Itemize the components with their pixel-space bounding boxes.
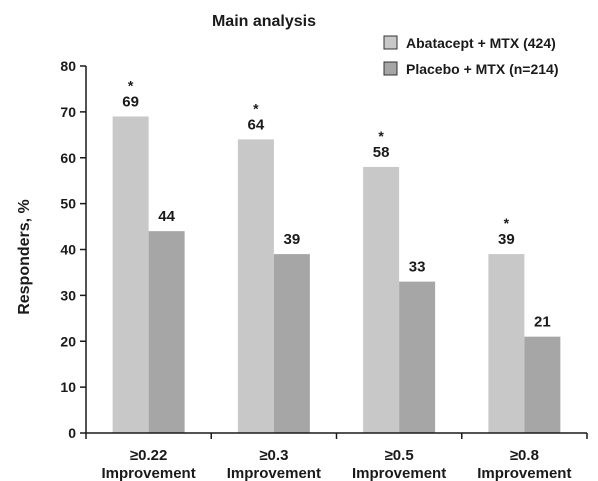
bar-placebo [399,281,436,433]
significance-marker: * [378,128,384,144]
legend-swatch [383,35,398,50]
bar-abatacept [363,166,400,434]
x-category-label-line: Improvement [102,465,196,481]
bar-value-label: 64 [248,116,265,133]
y-axis-label: Responders, % [16,199,33,315]
x-category-label: ≥0.3 Improvement [227,447,321,481]
x-category-label-line: Improvement [227,465,321,481]
x-category-label: ≥0.8 Improvement [477,447,571,481]
bar-abatacept [488,254,525,433]
bar-group: 58* 33 [363,128,436,434]
bar-abatacept [112,116,149,434]
x-category-label-line: Improvement [352,465,446,481]
y-tick-label: 30 [60,287,76,303]
legend: Abatacept + MTX (424) Placebo + MTX (n=21… [383,35,559,77]
bar-value-label: 33 [409,259,426,276]
legend-item: Placebo + MTX (n=214) [383,61,559,77]
bar-placebo [273,254,310,433]
legend-item: Abatacept + MTX (424) [383,35,556,51]
y-tick-label: 70 [60,104,76,120]
significance-marker: * [504,215,510,231]
x-category-label-line: ≥0.22 [130,447,167,464]
legend-label: Placebo + MTX (n=214) [406,61,559,77]
y-axis: 0 10 20 30 40 50 60 70 80 [60,58,87,441]
bar-value-label: 39 [498,231,515,248]
bar-value-label: 44 [158,208,175,225]
significance-marker: * [128,77,134,93]
legend-swatch [383,61,398,76]
y-tick-label: 50 [60,196,76,212]
bar-placebo [148,231,185,433]
y-tick-label: 10 [60,379,76,395]
bar-value-label: 69 [122,93,139,110]
x-category-label-line: ≥0.8 [510,447,539,464]
bar-value-label: 39 [284,231,301,248]
x-category-label-line: ≥0.5 [385,447,414,464]
y-tick-label: 0 [68,425,76,441]
significance-marker: * [253,100,259,116]
bar-group: 69* 44 [112,77,185,434]
bar-group: 39* 21 [488,215,561,433]
x-category-label-line: Improvement [477,465,571,481]
y-tick-label: 80 [60,58,76,74]
bar-group: 64* 39 [237,100,310,433]
legend-label: Abatacept + MTX (424) [406,35,556,51]
y-tick-label: 40 [60,242,76,258]
bar-placebo [524,336,561,433]
bar-value-label: 21 [534,314,551,331]
chart-title: Main analysis [212,13,316,30]
x-category-label-line: ≥0.3 [259,447,288,464]
x-category-label: ≥0.22 Improvement [102,447,196,481]
y-tick-label: 60 [60,150,76,166]
bar-value-label: 58 [373,144,390,161]
bar-abatacept [237,139,274,433]
y-tick-label: 20 [60,333,76,349]
x-category-label: ≥0.5 Improvement [352,447,446,481]
x-axis: ≥0.22 Improvement≥0.3 Improvement≥0.5 Impro… [85,432,588,481]
